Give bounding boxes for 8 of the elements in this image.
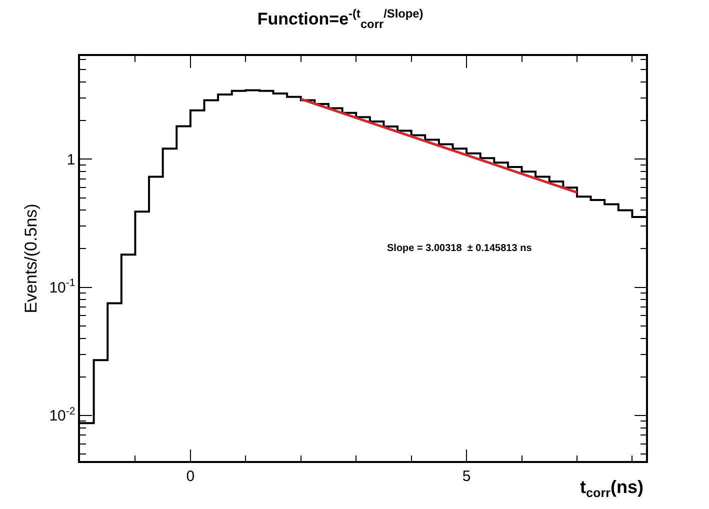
y-tick-label: 10$^{-1}$: [49, 277, 76, 297]
y-axis-title: Events/(0.5ns): [21, 204, 40, 314]
x-axis-title: t$_{corr}$(ns): [580, 477, 644, 500]
y-tick-label: 1: [66, 151, 76, 168]
annotation: Slope = 3.00318 ± 0.145813 ns: [387, 243, 532, 254]
y-tick-label: 10$^{-2}$: [49, 405, 76, 425]
x-tick-label: 0: [186, 468, 195, 485]
x-tick-label: 5: [462, 468, 471, 485]
